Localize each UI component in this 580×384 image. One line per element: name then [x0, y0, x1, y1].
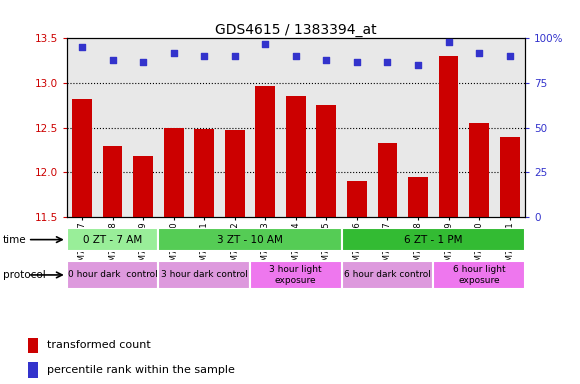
- Point: [169, 50, 178, 56]
- Text: protocol: protocol: [3, 270, 46, 280]
- Point: [230, 53, 240, 59]
- Point: [108, 57, 117, 63]
- Bar: [433, 261, 525, 289]
- Bar: [28, 338, 38, 353]
- Bar: [133, 156, 153, 217]
- Bar: [28, 362, 38, 377]
- Bar: [500, 137, 520, 217]
- Point: [352, 58, 361, 65]
- Text: time: time: [3, 235, 27, 245]
- Text: 3 ZT - 10 AM: 3 ZT - 10 AM: [217, 235, 283, 245]
- Bar: [158, 228, 342, 251]
- Text: 3 hour dark control: 3 hour dark control: [161, 270, 248, 280]
- Bar: [72, 99, 92, 217]
- Bar: [67, 228, 158, 251]
- Bar: [438, 56, 458, 217]
- Point: [139, 58, 148, 65]
- Bar: [255, 86, 275, 217]
- Point: [474, 50, 484, 56]
- Bar: [225, 130, 245, 217]
- Point: [505, 53, 514, 59]
- Bar: [317, 105, 336, 217]
- Point: [200, 53, 209, 59]
- Text: 0 hour dark  control: 0 hour dark control: [68, 270, 157, 280]
- Text: 6 hour dark control: 6 hour dark control: [344, 270, 431, 280]
- Bar: [164, 127, 183, 217]
- Text: 3 hour light
exposure: 3 hour light exposure: [270, 265, 322, 285]
- Title: GDS4615 / 1383394_at: GDS4615 / 1383394_at: [215, 23, 376, 37]
- Bar: [342, 228, 525, 251]
- Text: 6 hour light
exposure: 6 hour light exposure: [453, 265, 505, 285]
- Bar: [103, 146, 122, 217]
- Point: [77, 44, 86, 50]
- Bar: [378, 143, 397, 217]
- Text: percentile rank within the sample: percentile rank within the sample: [46, 365, 234, 375]
- Text: 0 ZT - 7 AM: 0 ZT - 7 AM: [83, 235, 142, 245]
- Bar: [250, 261, 342, 289]
- Text: transformed count: transformed count: [46, 340, 150, 350]
- Bar: [347, 181, 367, 217]
- Point: [383, 58, 392, 65]
- Point: [322, 57, 331, 63]
- Point: [260, 41, 270, 47]
- Point: [444, 39, 453, 45]
- Point: [414, 62, 423, 68]
- Text: 6 ZT - 1 PM: 6 ZT - 1 PM: [404, 235, 462, 245]
- Bar: [469, 123, 489, 217]
- Point: [291, 53, 300, 59]
- Bar: [408, 177, 428, 217]
- Bar: [342, 261, 433, 289]
- Bar: [286, 96, 306, 217]
- Bar: [194, 129, 214, 217]
- Bar: [158, 261, 250, 289]
- Bar: [67, 261, 158, 289]
